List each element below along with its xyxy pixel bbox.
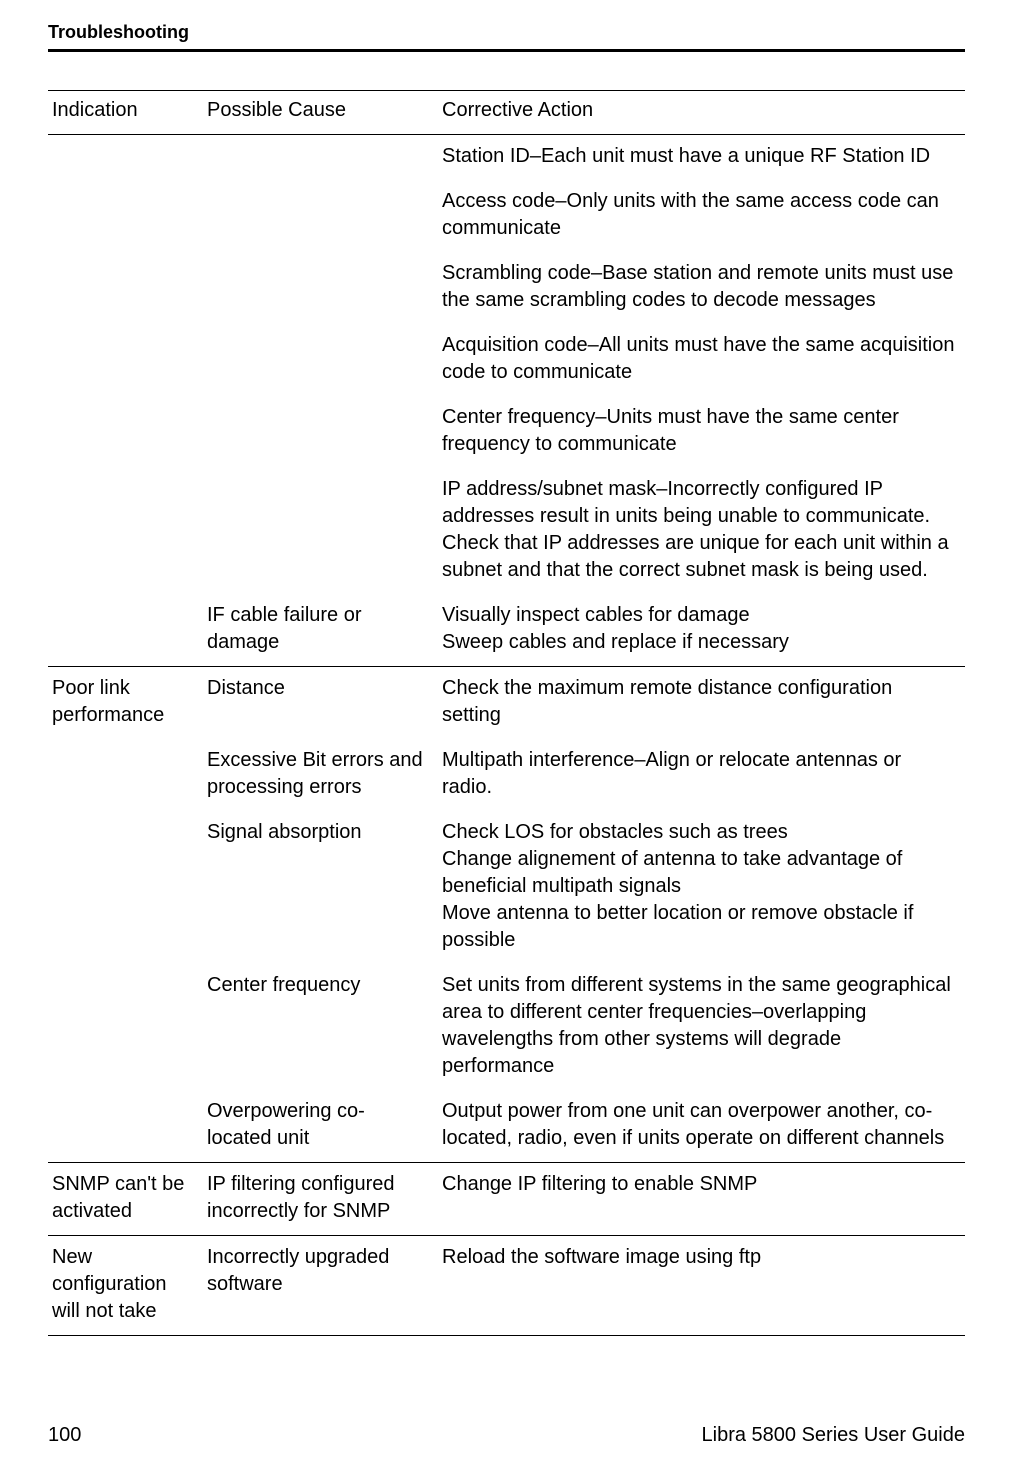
table-row: IF cable failure or damage Visually insp… <box>48 594 965 667</box>
cell-indication <box>48 1090 203 1163</box>
guide-title: Libra 5800 Series User Guide <box>702 1424 965 1447</box>
cell-indication <box>48 396 203 468</box>
page-number: 100 <box>48 1424 81 1447</box>
cell-action: Change IP filtering to enable SNMP <box>438 1163 965 1236</box>
cell-indication: Poor link performance <box>48 667 203 740</box>
table-row: Poor link performance Distance Check the… <box>48 667 965 740</box>
cell-indication <box>48 135 203 181</box>
cell-action: Center frequency–Units must have the sam… <box>438 396 965 468</box>
cell-indication <box>48 811 203 964</box>
cell-action: Reload the software image using ftp <box>438 1236 965 1336</box>
cell-action: Set units from different systems in the … <box>438 964 965 1090</box>
cell-cause <box>203 135 438 181</box>
cell-action: Scrambling code–Base station and remote … <box>438 252 965 324</box>
table-row: Overpowering co-located unit Output powe… <box>48 1090 965 1163</box>
cell-action: Acquisition code–All units must have the… <box>438 324 965 396</box>
cell-action: Station ID–Each unit must have a unique … <box>438 135 965 181</box>
cell-indication <box>48 594 203 667</box>
table-row: Excessive Bit errors and processing erro… <box>48 739 965 811</box>
cell-cause <box>203 468 438 594</box>
table-row: Station ID–Each unit must have a unique … <box>48 135 965 181</box>
th-indication: Indication <box>48 91 203 135</box>
cell-cause: Overpowering co-located unit <box>203 1090 438 1163</box>
content-area: Indication Possible Cause Corrective Act… <box>48 90 965 1336</box>
cell-cause: IF cable failure or damage <box>203 594 438 667</box>
cell-cause: IP filtering configured incorrectly for … <box>203 1163 438 1236</box>
cell-indication <box>48 324 203 396</box>
cell-action: Access code–Only units with the same acc… <box>438 180 965 252</box>
cell-cause: Excessive Bit errors and processing erro… <box>203 739 438 811</box>
cell-action: Output power from one unit can overpower… <box>438 1090 965 1163</box>
table-row: New configuration will not take Incorrec… <box>48 1236 965 1336</box>
cell-indication <box>48 964 203 1090</box>
table-row: Scrambling code–Base station and remote … <box>48 252 965 324</box>
cell-cause <box>203 324 438 396</box>
cell-indication <box>48 180 203 252</box>
cell-cause <box>203 252 438 324</box>
cell-indication: SNMP can't be activated <box>48 1163 203 1236</box>
cell-indication <box>48 739 203 811</box>
cell-cause <box>203 396 438 468</box>
cell-action: Check LOS for obstacles such as treesCha… <box>438 811 965 964</box>
running-header: Troubleshooting <box>48 22 965 52</box>
page-footer: 100 Libra 5800 Series User Guide <box>48 1424 965 1447</box>
table-row: Center frequency–Units must have the sam… <box>48 396 965 468</box>
cell-indication: New configuration will not take <box>48 1236 203 1336</box>
cell-cause: Signal absorption <box>203 811 438 964</box>
th-action: Corrective Action <box>438 91 965 135</box>
cell-action: Check the maximum remote distance config… <box>438 667 965 740</box>
cell-action: Visually inspect cables for damageSweep … <box>438 594 965 667</box>
troubleshooting-table: Indication Possible Cause Corrective Act… <box>48 90 965 1336</box>
cell-action: IP address/subnet mask–Incorrectly confi… <box>438 468 965 594</box>
table-header-row: Indication Possible Cause Corrective Act… <box>48 91 965 135</box>
table-row: Signal absorption Check LOS for obstacle… <box>48 811 965 964</box>
cell-cause <box>203 180 438 252</box>
th-cause: Possible Cause <box>203 91 438 135</box>
table-row: Acquisition code–All units must have the… <box>48 324 965 396</box>
cell-indication <box>48 252 203 324</box>
cell-cause: Center frequency <box>203 964 438 1090</box>
table-body: Station ID–Each unit must have a unique … <box>48 135 965 1336</box>
cell-indication <box>48 468 203 594</box>
cell-action: Multipath interference–Align or relocate… <box>438 739 965 811</box>
cell-cause: Distance <box>203 667 438 740</box>
table-row: Center frequency Set units from differen… <box>48 964 965 1090</box>
table-row: SNMP can't be activated IP filtering con… <box>48 1163 965 1236</box>
table-row: Access code–Only units with the same acc… <box>48 180 965 252</box>
cell-cause: Incorrectly upgraded software <box>203 1236 438 1336</box>
table-row: IP address/subnet mask–Incorrectly confi… <box>48 468 965 594</box>
